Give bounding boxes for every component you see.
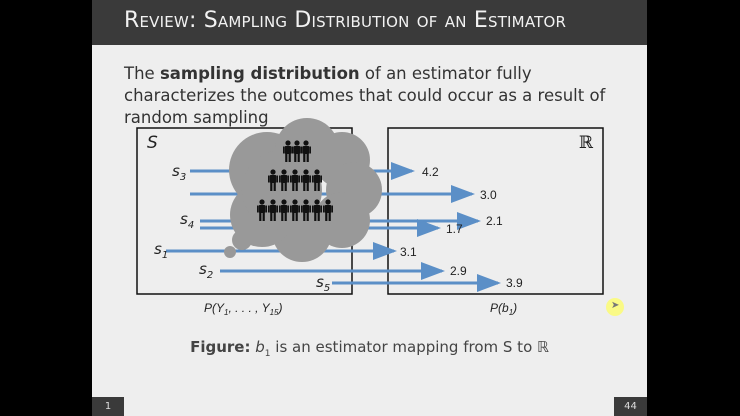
slide: Review: Sampling Distribution of an Esti…	[92, 0, 647, 416]
svg-text:s1: s1	[154, 240, 168, 261]
value-4-2: 4.2	[422, 165, 439, 179]
population-cloud	[224, 118, 382, 262]
svg-text:P(Y1, . . . , Y15): P(Y1, . . . , Y15)	[204, 301, 283, 317]
caption-label: Figure:	[190, 338, 251, 356]
mouse-cursor-icon: ➤	[606, 298, 624, 316]
caption-var: b	[255, 338, 265, 356]
page-left: 1	[92, 397, 124, 416]
real-line-box	[387, 127, 604, 295]
intro-text: The sampling distribution of an estimato…	[124, 63, 634, 129]
svg-text:1.7: 1.7	[446, 222, 463, 236]
svg-text:3.0: 3.0	[480, 188, 497, 202]
slide-title: Review: Sampling Distribution of an Esti…	[124, 8, 567, 33]
svg-text:2.9: 2.9	[450, 264, 467, 278]
svg-text:s4: s4	[180, 210, 194, 231]
page-number: 44	[614, 397, 647, 416]
intro-pre: The	[124, 64, 160, 83]
caption-sub: 1	[264, 349, 271, 359]
sample-space-label: S	[147, 133, 158, 153]
svg-text:2.1: 2.1	[486, 214, 503, 228]
svg-text:s2: s2	[199, 260, 213, 281]
figure-caption: Figure: b1 is an estimator mapping from …	[92, 338, 647, 359]
svg-text:3.1: 3.1	[400, 245, 417, 259]
svg-text:3.9: 3.9	[506, 276, 523, 290]
svg-text:s5: s5	[316, 273, 330, 294]
real-line-label: ℝ	[579, 133, 594, 153]
sampling-figure: S ℝ	[136, 118, 604, 317]
title-bar: Review: Sampling Distribution of an Esti…	[92, 0, 647, 45]
svg-text:P(b1): P(b1)	[490, 301, 517, 317]
intro-post: of an estimator fully characterizes the …	[124, 64, 606, 127]
intro-bold: sampling distribution	[159, 64, 360, 83]
svg-text:s3: s3	[172, 162, 186, 183]
caption-text: is an estimator mapping from S to ℝ	[270, 338, 549, 356]
